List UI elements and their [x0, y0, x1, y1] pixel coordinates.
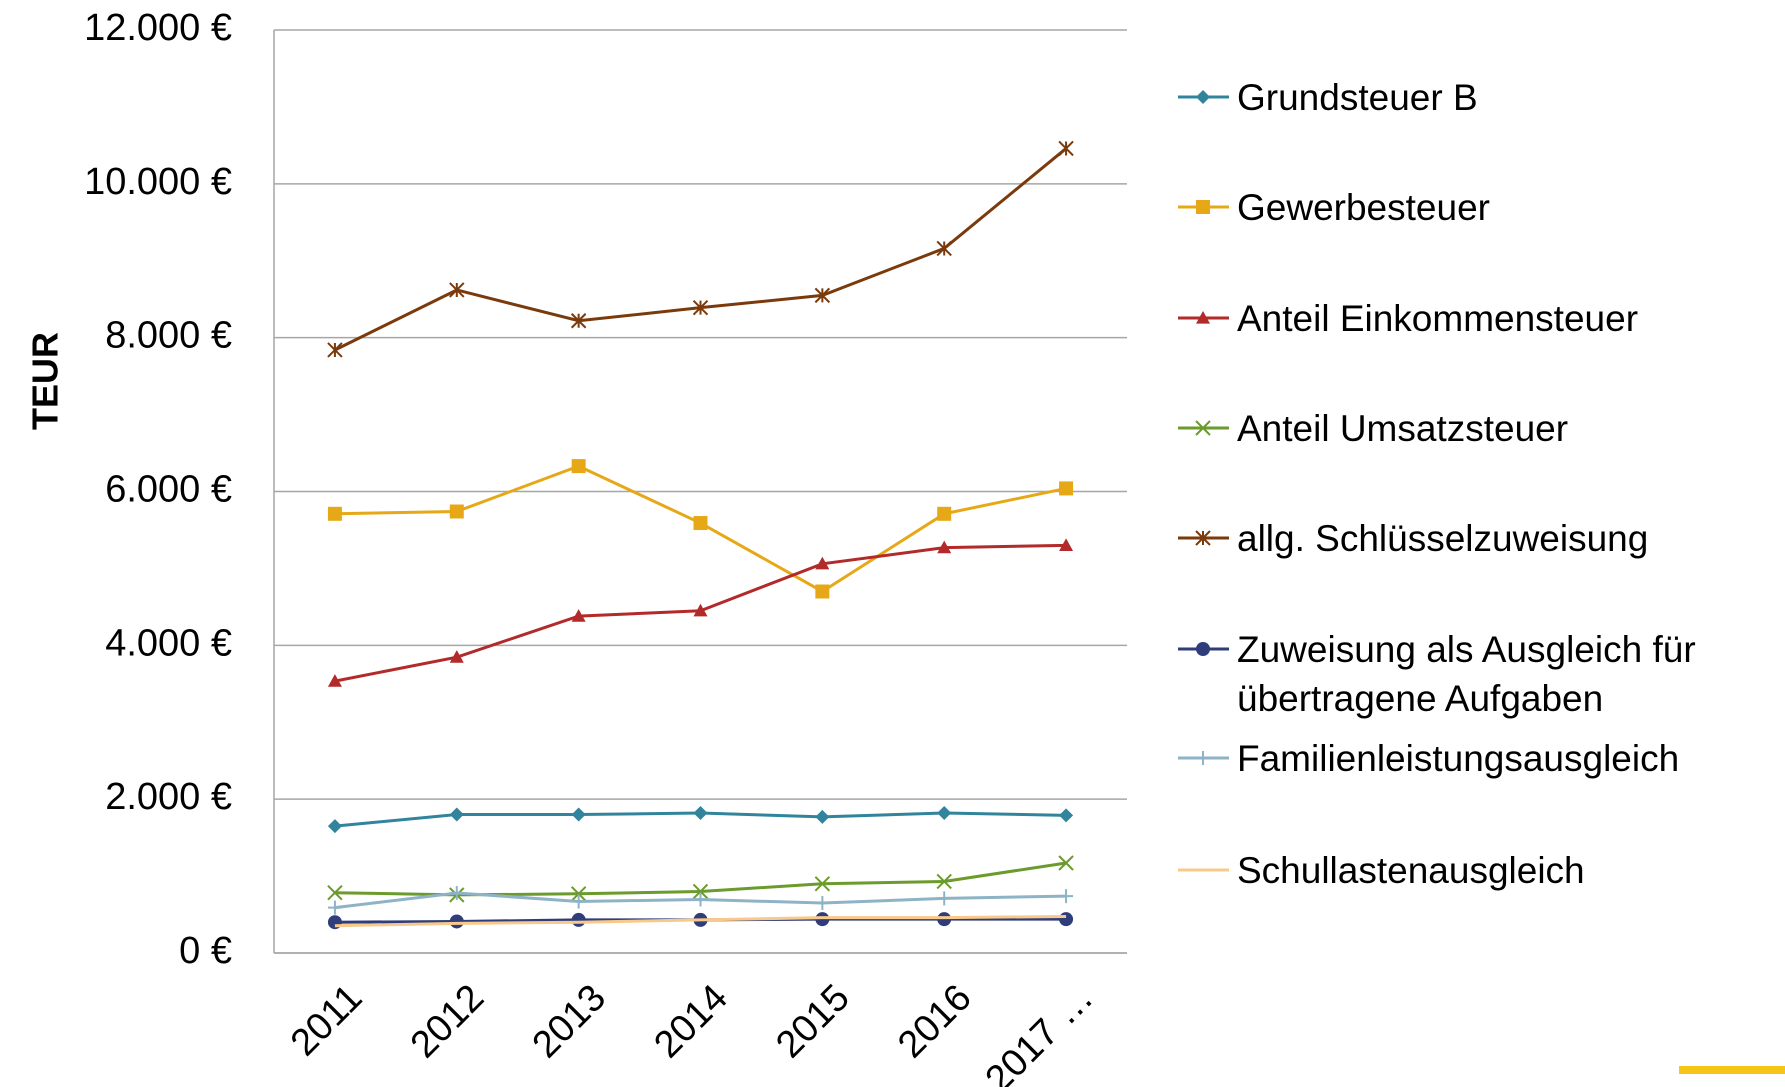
x-tick-label: 2012 — [403, 977, 492, 1066]
marker — [449, 914, 464, 929]
marker — [1059, 889, 1074, 904]
y-tick-label: 0 € — [179, 930, 232, 972]
marker — [937, 891, 952, 906]
legend-marker — [1195, 420, 1211, 436]
marker — [327, 900, 342, 915]
marker — [693, 806, 708, 821]
marker — [571, 912, 586, 927]
marker — [449, 886, 464, 901]
marker — [937, 806, 952, 821]
marker — [937, 506, 952, 521]
marker — [937, 912, 952, 927]
marker — [814, 876, 831, 892]
marker — [693, 892, 708, 907]
x-tick-label: 2014 — [646, 977, 735, 1066]
legend-marker — [1196, 90, 1210, 104]
marker — [449, 650, 464, 663]
legend-marker — [1196, 751, 1210, 765]
marker — [692, 299, 709, 316]
marker — [815, 584, 830, 599]
y-tick-label: 6.000 € — [105, 469, 232, 511]
marker — [693, 603, 708, 617]
marker — [449, 282, 465, 298]
marker — [937, 540, 952, 554]
marker — [936, 873, 952, 890]
y-tick-label: 4.000 € — [105, 622, 232, 664]
x-tick-label: 2015 — [768, 977, 857, 1066]
marker — [327, 915, 342, 930]
legend-label: allg. Schlüsselzuweisung — [1237, 517, 1649, 559]
marker — [1058, 140, 1074, 157]
legend-marker — [1196, 311, 1210, 324]
marker — [692, 883, 709, 900]
marker — [1059, 538, 1074, 551]
marker — [1059, 912, 1074, 927]
marker — [449, 504, 464, 519]
marker — [449, 807, 464, 822]
legend-label: Anteil Einkommensteuer — [1237, 297, 1639, 339]
y-tick-label: 12.000 € — [84, 7, 232, 49]
marker — [327, 674, 342, 687]
legend-marker — [1196, 200, 1210, 214]
legend-label: Gewerbesteuer — [1237, 186, 1490, 228]
marker — [571, 459, 586, 474]
marker — [327, 342, 343, 358]
y-axis-label: TEUR — [25, 332, 66, 430]
marker — [1058, 855, 1074, 871]
y-tick-label: 10.000 € — [84, 161, 232, 203]
marker — [693, 516, 708, 531]
x-tick-label: 2017 … — [978, 977, 1102, 1087]
legend-label: Zuweisung als Ausgleich für übertragene … — [1237, 628, 1696, 719]
legend-label: Familienleistungsausgleich — [1237, 737, 1680, 779]
marker — [571, 807, 586, 822]
marker — [571, 894, 586, 909]
marker — [570, 313, 587, 329]
marker — [327, 506, 342, 521]
marker — [815, 912, 830, 927]
decor-bar — [1679, 1066, 1785, 1074]
legend-label: Anteil Umsatzsteuer — [1237, 407, 1569, 449]
legend-marker — [1195, 530, 1211, 546]
legend-marker — [1196, 642, 1210, 656]
y-tick-label: 8.000 € — [105, 315, 232, 357]
series-line — [334, 914, 1067, 928]
y-tick-label: 2.000 € — [105, 776, 232, 818]
marker — [327, 819, 342, 834]
legend-label: Grundsteuer B — [1237, 76, 1478, 118]
marker — [571, 609, 586, 622]
series-line — [334, 147, 1068, 352]
marker — [1059, 808, 1074, 823]
marker — [936, 240, 952, 257]
marker — [815, 896, 830, 911]
marker — [815, 809, 830, 824]
marker — [814, 287, 831, 304]
marker — [327, 884, 343, 901]
x-tick-label: 2013 — [525, 977, 614, 1066]
marker — [1059, 481, 1074, 496]
marker — [570, 886, 587, 902]
x-tick-label: 2011 — [283, 977, 370, 1064]
x-tick-label: 2016 — [890, 977, 979, 1066]
marker — [815, 556, 830, 570]
legend-label: Schullastenausgleich — [1237, 849, 1585, 891]
